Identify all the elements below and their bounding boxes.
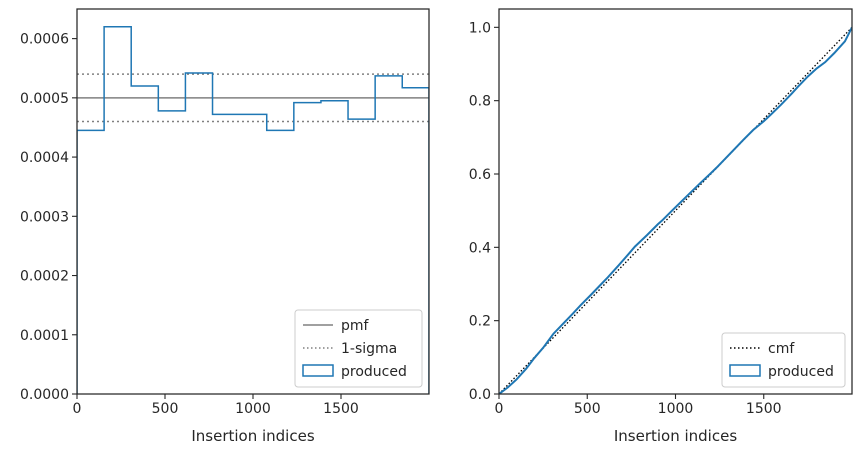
legend-label-pmf: pmf: [341, 318, 370, 334]
legend-label-1-sigma: 1-sigma: [341, 341, 397, 357]
y-tick-label: 0.6: [469, 167, 491, 183]
legend-label-produced: produced: [768, 364, 834, 380]
y-tick-label: 0.2: [469, 314, 491, 330]
x-tick-label: 500: [152, 401, 179, 417]
y-tick-label: 0.0003: [20, 209, 69, 225]
legend-box: [294, 309, 423, 388]
y-tick-label: 0.0005: [20, 91, 69, 107]
x-tick-label: 500: [574, 401, 601, 417]
x-axis-label: Insertion indices: [191, 427, 314, 445]
legend: cmf produced: [721, 332, 846, 388]
chart-2: 0 500 1000 1500 0.0 0.2 0.4 0.6 0.8 1.0 Insertion …: [469, 8, 853, 445]
plot-area: [77, 26, 429, 394]
chart-1: 0 500 1000 1500 0.0000 0.0001 0.0002 0.0003 0.00…: [20, 8, 430, 445]
y-tick-label: 0.0: [469, 387, 491, 403]
y-tick-label: 0.0001: [20, 328, 69, 344]
produced-cumulative-line: [499, 26, 852, 394]
y-tick-label: 0.0004: [20, 150, 69, 166]
legend-swatch-produced: [302, 364, 334, 377]
legend-label-cmf: cmf: [768, 341, 795, 357]
x-tick-label: 1500: [746, 401, 782, 417]
y-tick-label: 0.0002: [20, 269, 69, 285]
x-axis-label: Insertion indices: [614, 427, 737, 445]
x-tick-label: 1500: [323, 401, 359, 417]
legend-box: [721, 332, 846, 388]
y-tick-label: 1.0: [469, 20, 491, 36]
legend-swatch-produced: [729, 364, 761, 377]
cmf-line: [499, 26, 852, 394]
y-tick-label: 0.4: [469, 240, 491, 256]
x-tick-label: 0: [73, 401, 82, 417]
x-tick-label: 1000: [658, 401, 694, 417]
produced-histogram: [77, 26, 429, 394]
legend: pmf 1-sigma produced: [294, 309, 423, 388]
x-tick-label: 0: [495, 401, 504, 417]
plot-area: [499, 26, 852, 394]
y-tick-label: 0.0000: [20, 387, 69, 403]
legend-label-produced: produced: [341, 364, 407, 380]
x-tick-label: 1000: [235, 401, 271, 417]
y-tick-label: 0.0006: [20, 32, 69, 48]
y-tick-label: 0.8: [469, 94, 491, 110]
